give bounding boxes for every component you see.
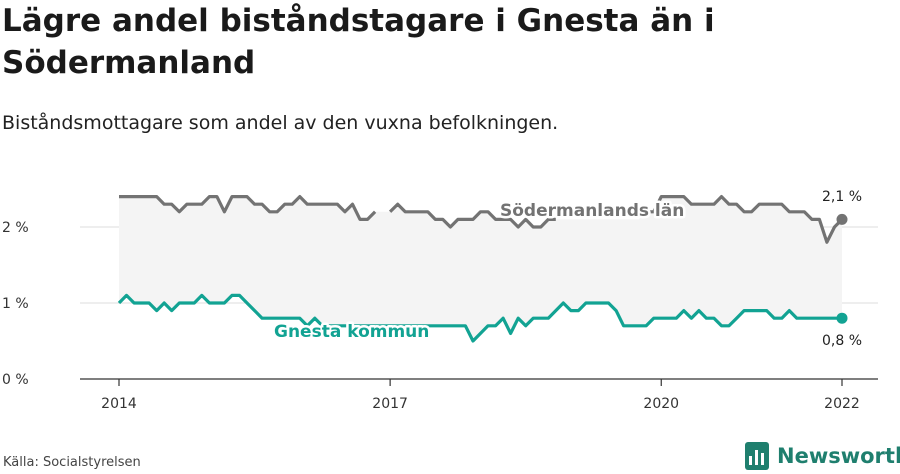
- bar-chart-logo-icon: [745, 442, 769, 470]
- chart-subtitle: Biståndsmottagare som andel av den vuxna…: [2, 112, 559, 134]
- series-label-halo: Södermanlands län: [500, 201, 684, 221]
- line-layer: [117, 195, 848, 343]
- axis-layer: [80, 378, 878, 386]
- x-tick-label: 2020: [643, 396, 679, 412]
- line-chart: 0 % 1 % 2 % 2014 2017 2020 2022 Södermanlands l…: [2, 189, 878, 412]
- series-label-halo: Gnesta kommun: [274, 322, 429, 342]
- series-end-point: [836, 312, 848, 324]
- y-tick-label: 1 %: [2, 296, 29, 312]
- series-end-point: [836, 213, 848, 225]
- label-layer: 0 % 1 % 2 % 2014 2017 2020 2022 Södermanlands l…: [2, 189, 862, 412]
- series-line: [646, 195, 844, 244]
- brand-name: Newsworthy: [777, 444, 900, 468]
- source-note: Källa: Socialstyrelsen: [3, 455, 141, 470]
- y-tick-label: 2 %: [2, 220, 29, 236]
- end-value-label: 0,8 %: [822, 333, 862, 349]
- x-tick-label: 2022: [824, 396, 860, 412]
- series-line: [388, 202, 556, 229]
- chart-title: Lägre andel biståndstagare i Gnesta än i…: [2, 3, 715, 81]
- x-tick-label: 2014: [101, 396, 137, 412]
- series-line: [117, 293, 842, 343]
- x-tick-label: 2017: [372, 396, 408, 412]
- y-tick-label: 0 %: [2, 372, 29, 388]
- end-value-label: 2,1 %: [822, 189, 862, 205]
- shaded-band: [119, 196, 842, 341]
- series-label: Södermanlands län: [500, 201, 684, 221]
- brand-logo[interactable]: Newsworthy: [745, 442, 900, 470]
- band-layer: [119, 196, 842, 341]
- series-label: Gnesta kommun: [274, 322, 429, 342]
- series-line: [119, 195, 377, 221]
